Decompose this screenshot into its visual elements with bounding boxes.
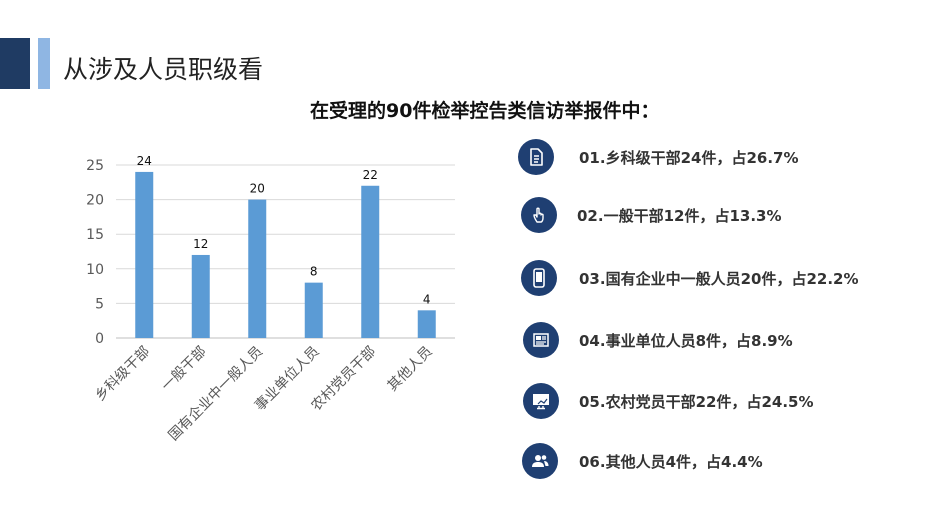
page-title: 从涉及人员职级看: [63, 55, 264, 84]
x-tick-label: 国有企业中一般人员: [165, 343, 266, 444]
people-icon: [522, 443, 558, 479]
monitor-icon: [523, 383, 559, 419]
legend-item-2: 02.一般干部12件，占13.3%: [521, 197, 782, 233]
legend-item-text: 02.一般干部12件，占13.3%: [577, 206, 782, 225]
x-tick-label: 一般干部: [159, 344, 210, 395]
legend-item-5: 05.农村党员干部22件，占24.5%: [523, 383, 814, 419]
title-accent-bar-light: [38, 38, 50, 89]
legend-item-3: 03.国有企业中一般人员20件，占22.2%: [521, 260, 859, 296]
legend-item-text: 06.其他人员4件，占4.4%: [579, 452, 763, 471]
x-tick-label: 其他人员: [385, 344, 436, 395]
y-tick-label: 15: [86, 227, 104, 243]
bar: [304, 282, 323, 338]
bar: [191, 254, 210, 338]
y-tick-label: 5: [95, 296, 104, 312]
y-tick-label: 10: [86, 262, 104, 278]
smartphone-icon: [521, 260, 557, 296]
bar: [417, 310, 436, 338]
data-label: 24: [137, 154, 152, 168]
legend-item-6: 06.其他人员4件，占4.4%: [522, 443, 763, 479]
chart-subtitle: 在受理的90件检举控告类信访举报件中：: [310, 100, 660, 122]
y-tick-label: 0: [95, 331, 104, 347]
bar: [135, 171, 154, 338]
newspaper-icon: [523, 322, 559, 358]
data-label: 22: [363, 168, 378, 182]
y-tick-label: 25: [86, 158, 104, 174]
legend-item-text: 05.农村党员干部22件，占24.5%: [579, 392, 814, 411]
document-icon: [518, 139, 554, 175]
bar: [248, 199, 267, 338]
data-label: 4: [423, 292, 431, 306]
y-tick-label: 20: [86, 193, 104, 209]
legend-item-1: 01.乡科级干部24件，占26.7%: [518, 139, 799, 175]
legend-item-4: 04.事业单位人员8件，占8.9%: [523, 322, 793, 358]
data-label: 8: [310, 265, 318, 279]
legend-item-text: 01.乡科级干部24件，占26.7%: [579, 148, 799, 167]
legend-item-text: 03.国有企业中一般人员20件，占22.2%: [579, 269, 859, 288]
title-accent-bar-dark: [0, 38, 30, 89]
data-label: 12: [193, 237, 208, 251]
data-label: 20: [250, 182, 265, 196]
x-tick-label: 乡科级干部: [92, 344, 153, 405]
bar: [361, 185, 380, 338]
hand-pointer-icon: [521, 197, 557, 233]
legend-item-text: 04.事业单位人员8件，占8.9%: [579, 331, 793, 350]
